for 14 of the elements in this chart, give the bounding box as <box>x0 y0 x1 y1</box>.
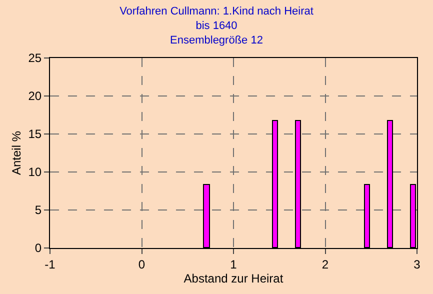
y-tick-label: 25 <box>28 51 42 66</box>
x-tick-label: 3 <box>414 257 421 272</box>
y-tick-label: 0 <box>34 241 42 256</box>
y-tick-label: 15 <box>28 127 42 142</box>
x-tick-label: 0 <box>138 257 146 272</box>
y-tick-label: 20 <box>28 89 42 104</box>
x-tick-label: 2 <box>322 257 329 272</box>
chart-title: Vorfahren Cullmann: 1.Kind nach Heirat bis 1640 Ensemblegröße 12 <box>120 6 314 46</box>
x-axis-title: Abstand zur Heirat <box>184 271 284 286</box>
x-tick-label: -1 <box>44 257 56 272</box>
y-axis-title: Anteil % <box>10 130 24 176</box>
y-tick-label: 5 <box>34 203 42 218</box>
y-tick-label: 10 <box>28 165 42 180</box>
x-tick-label: 1 <box>230 257 238 272</box>
